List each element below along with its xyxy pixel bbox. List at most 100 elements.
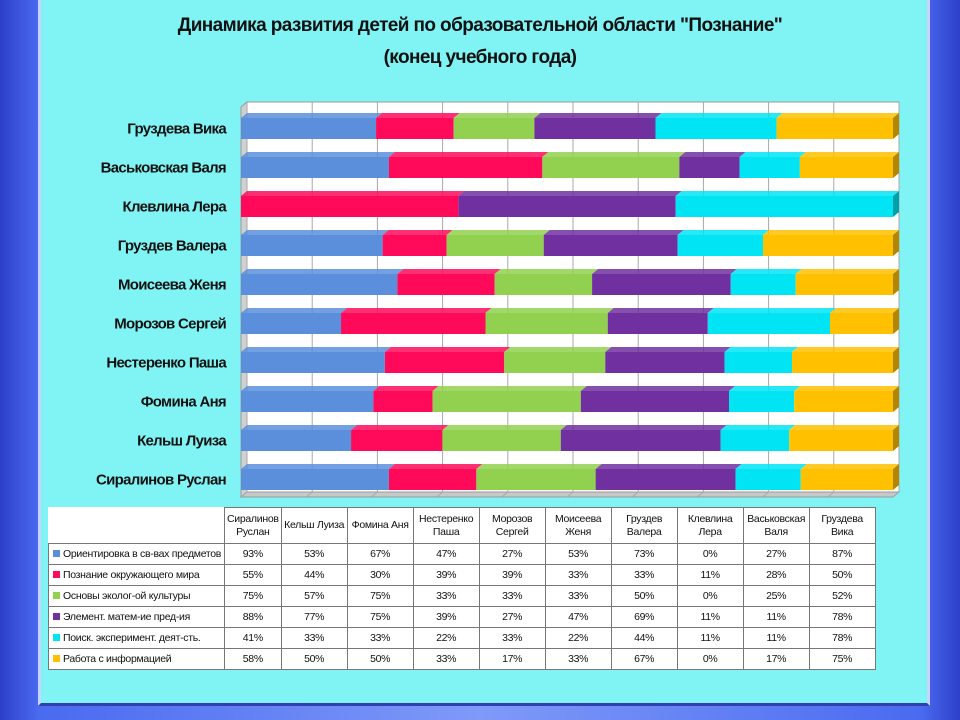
bar-segment — [776, 113, 899, 139]
data-table: Сиралинов Руслан Кельш Луиза Фомина Аня Нес… — [48, 507, 876, 670]
bar-segment — [795, 269, 899, 295]
bar-segment — [388, 152, 549, 178]
table-cell: 52% — [808, 585, 876, 607]
bar-segment — [485, 308, 614, 334]
gridline-floor — [240, 491, 248, 498]
bar-segment — [397, 269, 501, 295]
bar-segment — [762, 230, 899, 256]
bar-segment — [679, 152, 746, 178]
table-cell: 30% — [346, 564, 414, 586]
series-name: Элемент. матем-ие пред-ия — [63, 610, 191, 623]
bar-segment — [241, 152, 395, 178]
table-cell: 11% — [742, 606, 810, 628]
bar-end-cap — [893, 191, 899, 217]
series-name: Поиск. эксперимент. деят-сть. — [63, 631, 201, 644]
table-cell: 75% — [224, 585, 282, 607]
bars — [241, 113, 899, 490]
category-label: Сиралинов Руслан — [96, 472, 227, 489]
bar-segment — [453, 113, 541, 139]
bar-segment — [677, 230, 769, 256]
table-cell: 22% — [412, 627, 480, 649]
table-column-header: Морозов Сергей — [478, 507, 546, 544]
bar-segment — [376, 113, 460, 139]
bar-segment — [607, 308, 714, 334]
table-cell: 11% — [676, 606, 744, 628]
table-cell: 53% — [544, 543, 612, 565]
bar-segment — [791, 347, 899, 373]
series-name: Познание окружающего мира — [63, 568, 200, 581]
legend-entry: Ориентировка в св-вах предметов — [48, 543, 225, 565]
bar-segment — [794, 386, 899, 412]
table-cell: 33% — [478, 585, 546, 607]
table-column-header: Сиралинов Руслан — [224, 507, 282, 544]
table-cell: 0% — [676, 648, 744, 670]
bar-segment — [789, 425, 899, 451]
table-cell: 75% — [346, 606, 414, 628]
legend-swatch-icon — [53, 612, 60, 620]
table-cell: 67% — [346, 543, 414, 565]
table-row: Работа с информацией 58% 50% 50% 33% 17% 33% 67… — [48, 648, 876, 670]
table-cell: 28% — [742, 564, 810, 586]
legend-entry: Работа с информацией — [48, 648, 225, 670]
bar-segment — [241, 269, 404, 295]
table-row: Поиск. эксперимент. деят-сть. 41% 33% 33% 22… — [48, 627, 876, 649]
bar-segment — [373, 386, 439, 412]
bar-segment — [543, 230, 684, 256]
table-cell: 41% — [224, 627, 282, 649]
chart-subtitle: (конец учебного года) — [383, 47, 577, 68]
bar-segment — [458, 191, 682, 217]
table-cell: 78% — [808, 627, 876, 649]
table-cell: 57% — [280, 585, 348, 607]
table-cell: 33% — [544, 648, 612, 670]
category-label: Фомина Аня — [141, 394, 226, 411]
table-cell: 50% — [808, 564, 876, 586]
table-cell: 27% — [478, 543, 546, 565]
bar-segment — [655, 113, 783, 139]
category-label: Груздев Валера — [118, 238, 228, 255]
series-name: Ориентировка в св-вах предметов — [63, 547, 222, 560]
table-column-header: Кельш Луиза — [280, 507, 348, 544]
bar-end-cap — [893, 425, 899, 451]
table-cell: 50% — [346, 648, 414, 670]
table-cell: 47% — [544, 606, 612, 628]
bar-segment — [595, 464, 742, 490]
bar-segment — [592, 269, 737, 295]
bar-segment — [241, 308, 348, 334]
bar-segment — [799, 152, 899, 178]
bar-segment — [241, 425, 358, 451]
legend-swatch-icon — [53, 654, 60, 662]
table-cell: 11% — [742, 627, 810, 649]
table-corner — [48, 507, 225, 544]
table-column-header: Груздев Валера — [610, 507, 678, 544]
table-cell: 33% — [412, 585, 480, 607]
table-row: Познание окружающего мира 55% 44% 30% 39% 39%… — [48, 564, 876, 586]
gridline-floor — [436, 491, 443, 498]
bar-segment — [241, 386, 380, 412]
bar-segment — [341, 308, 492, 334]
category-label: Груздева Вика — [127, 121, 227, 138]
gridline-floor — [697, 491, 704, 498]
table-cell: 17% — [478, 648, 546, 670]
table-cell: 27% — [742, 543, 810, 565]
legend-entry: Основы эколог-ой культуры — [48, 585, 225, 607]
bar-segment — [504, 347, 612, 373]
gridline-floor — [631, 491, 639, 498]
table-column-header: Клевлина Лера — [676, 507, 744, 544]
table-cell: 33% — [478, 627, 546, 649]
table-column-header: Васьковская Валя — [742, 507, 810, 544]
bar-segment — [476, 464, 602, 490]
bar-segment — [446, 230, 550, 256]
bar-segment — [384, 347, 511, 373]
bar-segment — [730, 269, 802, 295]
gridline-floor — [566, 491, 574, 498]
table-cell: 75% — [808, 648, 876, 670]
bar-segment — [442, 425, 567, 451]
bar-segment — [542, 152, 686, 178]
legend-entry: Элемент. матем-ие пред-ия — [48, 606, 225, 628]
table-cell: 58% — [224, 648, 282, 670]
bar-segment — [351, 425, 449, 451]
bar-segment — [241, 230, 389, 256]
category-label: Клевлина Лера — [123, 199, 228, 216]
bar-segment — [580, 386, 736, 412]
